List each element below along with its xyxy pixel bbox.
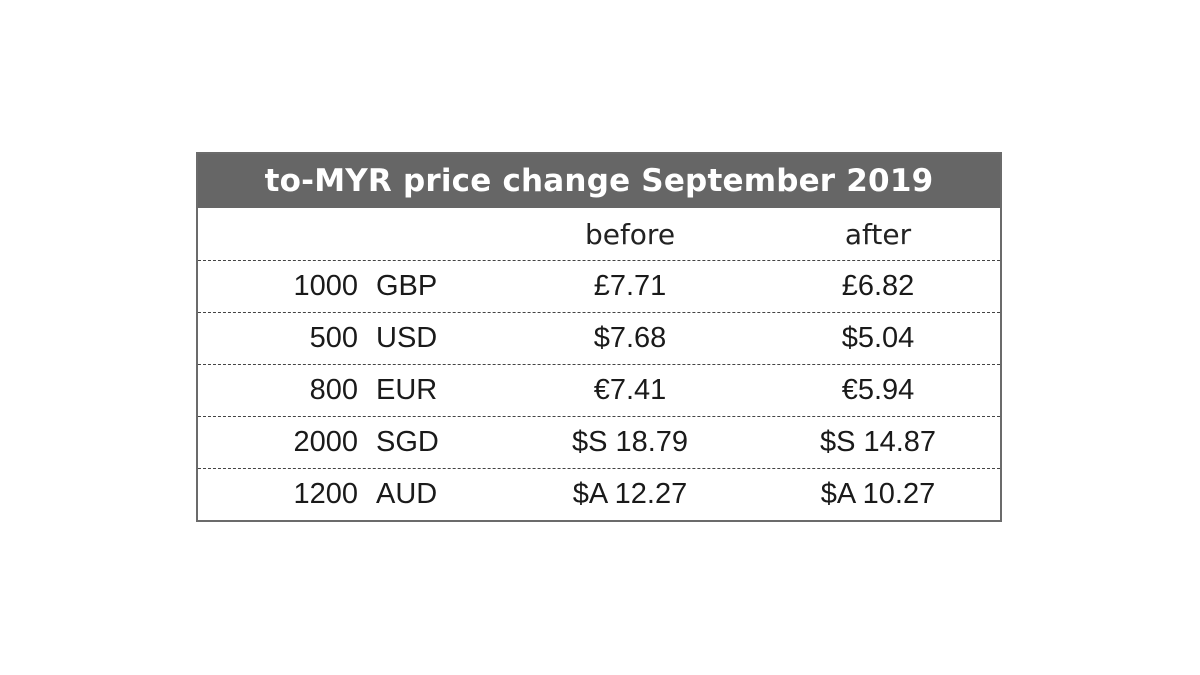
row-price-after: $S 14.87 bbox=[819, 426, 937, 458]
row-price-before: £7.71 bbox=[593, 270, 667, 302]
table-title: to-MYR price change September 2019 bbox=[198, 154, 1000, 208]
row-price-after: $A 10.27 bbox=[820, 478, 936, 510]
price-table: to-MYR price change September 2019 befor… bbox=[196, 152, 1002, 522]
row-currency: USD bbox=[376, 322, 438, 354]
row-currency: EUR bbox=[376, 374, 438, 406]
column-header-before: before bbox=[584, 217, 676, 251]
row-price-before: $A 12.27 bbox=[572, 478, 688, 510]
row-price-after: $5.04 bbox=[841, 322, 915, 354]
row-amount: 1200 bbox=[293, 478, 358, 510]
row-amount: 2000 bbox=[293, 426, 358, 458]
row-price-after: £6.82 bbox=[841, 270, 915, 302]
table-row: 2000 SGD $S 18.79 $S 14.87 bbox=[198, 416, 1000, 468]
row-amount: 1000 bbox=[293, 270, 358, 302]
table-row: 1200 AUD $A 12.27 $A 10.27 bbox=[198, 468, 1000, 520]
row-currency: SGD bbox=[376, 426, 439, 458]
column-header-row: before after bbox=[198, 208, 1000, 260]
row-amount: 500 bbox=[309, 322, 358, 354]
row-price-before: $7.68 bbox=[593, 322, 667, 354]
row-currency: AUD bbox=[376, 478, 438, 510]
table-row: 1000 GBP £7.71 £6.82 bbox=[198, 260, 1000, 312]
row-price-before: €7.41 bbox=[593, 374, 667, 406]
row-amount: 800 bbox=[309, 374, 358, 406]
row-currency: GBP bbox=[376, 270, 438, 302]
row-price-after: €5.94 bbox=[841, 374, 915, 406]
column-header-after: after bbox=[844, 217, 912, 251]
table-row: 800 EUR €7.41 €5.94 bbox=[198, 364, 1000, 416]
table-row: 500 USD $7.68 $5.04 bbox=[198, 312, 1000, 364]
row-price-before: $S 18.79 bbox=[571, 426, 689, 458]
